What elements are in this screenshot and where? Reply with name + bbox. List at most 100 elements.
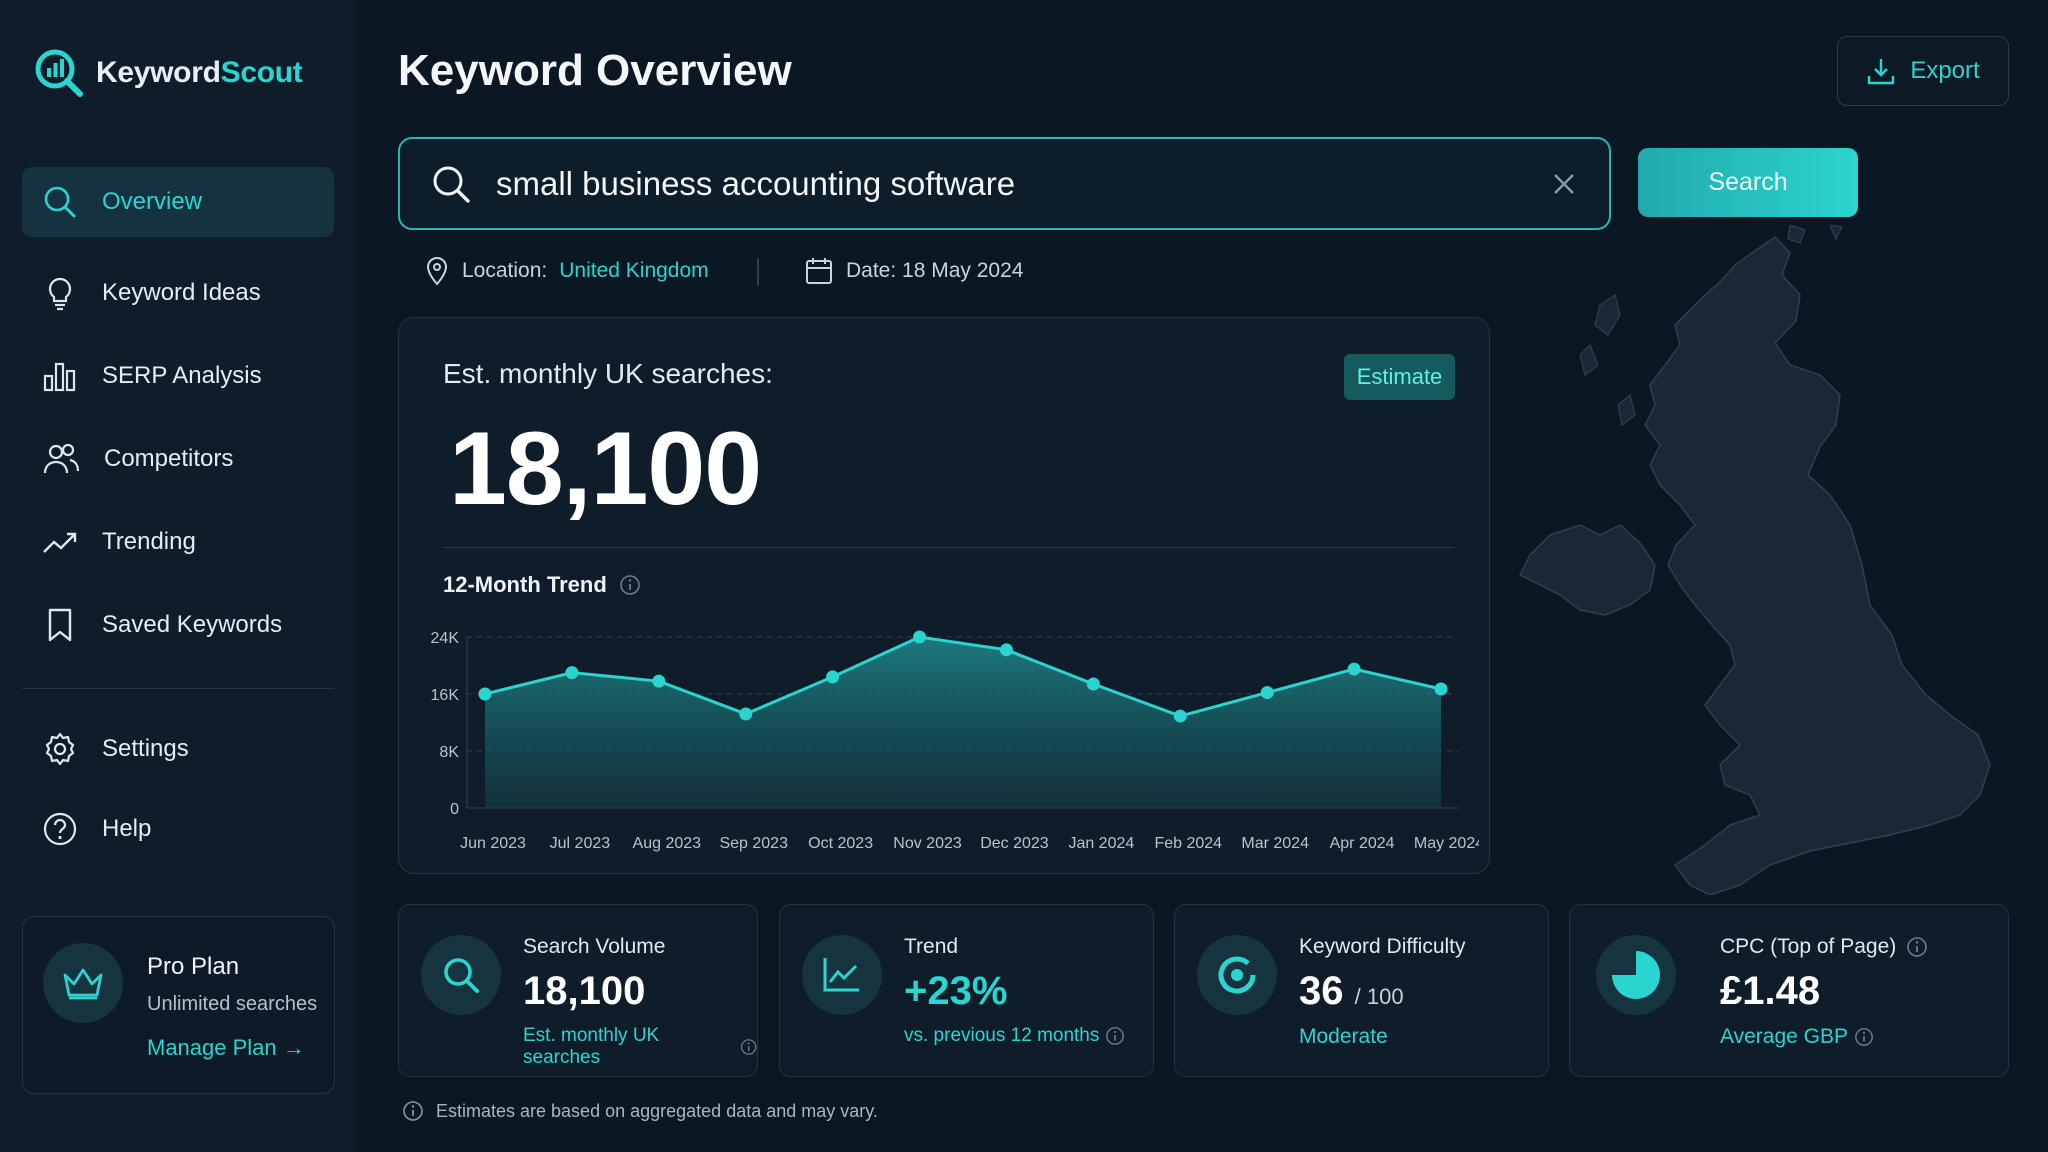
stat-label: Keyword Difficulty <box>1299 935 1466 958</box>
sidebar-item-settings[interactable]: Settings <box>22 714 334 784</box>
ireland-shape <box>1518 524 1656 616</box>
trend-chart: 0 8K 16K 24K Jun 2023 Jul 2023 Aug 2023 Sep 202… <box>431 630 1479 852</box>
trend-area <box>485 637 1441 808</box>
stat-sub: Moderate <box>1299 1025 1388 1048</box>
data-point[interactable] <box>1173 709 1187 723</box>
manage-plan-link[interactable]: Manage Plan → <box>147 1035 305 1060</box>
stat-value: +23% <box>904 969 1008 1013</box>
search-icon <box>44 186 76 218</box>
sidebar-item-label: Keyword Ideas <box>102 279 261 306</box>
bar-chart-icon <box>43 362 76 392</box>
crown-icon <box>63 968 103 1000</box>
sidebar-item-help[interactable]: Help <box>22 794 334 864</box>
sidebar: KeywordScout Overview Keyword Ideas SERP… <box>0 0 357 1152</box>
estimate-badge: Estimate <box>1344 354 1455 400</box>
trend-line <box>484 635 1442 718</box>
lightbulb-icon <box>48 277 72 311</box>
target-icon <box>1218 956 1256 994</box>
data-point[interactable] <box>913 630 927 644</box>
info-icon[interactable] <box>740 1038 757 1056</box>
export-button[interactable]: Export <box>1837 36 2009 106</box>
trend-title: 12-Month Trend <box>443 572 641 598</box>
stat-sub-text: Average GBP <box>1720 1025 1849 1048</box>
sidebar-item-serp-analysis[interactable]: SERP Analysis <box>22 341 334 411</box>
stat-card-keyword-difficulty: Keyword Difficulty 36 / 100 Moderate <box>1174 904 1549 1077</box>
stat-sub: vs. previous 12 months <box>904 1025 1125 1047</box>
app-logo[interactable]: KeywordScout <box>34 48 303 98</box>
y-tick-label: 24K <box>431 630 460 647</box>
search-button[interactable]: Search <box>1638 148 1858 217</box>
x-tick-label: Jul 2023 <box>550 835 611 852</box>
trend-up-icon <box>43 532 77 553</box>
stat-sub: Average GBP <box>1720 1025 1874 1049</box>
info-icon[interactable] <box>1105 1026 1125 1046</box>
sidebar-item-saved-keywords[interactable]: Saved Keywords <box>22 590 334 660</box>
info-icon[interactable] <box>619 574 641 596</box>
stat-icon-wrap <box>1596 935 1676 1015</box>
x-tick-label: Oct 2023 <box>808 835 873 852</box>
clear-search-button[interactable] <box>1549 169 1579 204</box>
sidebar-item-trending[interactable]: Trending <box>22 507 334 577</box>
sidebar-item-keyword-ideas[interactable]: Keyword Ideas <box>22 258 334 328</box>
x-tick-label: Apr 2024 <box>1330 835 1395 852</box>
data-point[interactable] <box>478 687 492 701</box>
data-point[interactable] <box>739 707 753 721</box>
difficulty-value: 36 <box>1299 969 1344 1013</box>
sidebar-item-competitors[interactable]: Competitors <box>22 424 334 494</box>
y-tick-label: 16K <box>431 687 460 704</box>
date-label: Date: 18 May 2024 <box>846 259 1024 282</box>
sidebar-item-label: Help <box>102 815 152 842</box>
stat-label-text: CPC (Top of Page) <box>1720 935 1897 958</box>
gear-icon <box>45 732 75 766</box>
x-tick-label: Jun 2023 <box>460 835 526 852</box>
calendar-icon <box>806 258 832 284</box>
y-tick-label: 0 <box>450 801 459 818</box>
footnote-text: Estimates are based on aggregated data a… <box>436 1100 878 1121</box>
data-point[interactable] <box>565 666 579 680</box>
card-divider <box>443 547 1455 548</box>
uk-map <box>1518 225 1991 895</box>
x-tick-label: Aug 2023 <box>633 835 702 852</box>
location-value: United Kingdom <box>559 259 709 282</box>
plan-icon-wrap <box>43 943 123 1023</box>
date-selector[interactable]: Date: 18 May 2024 <box>804 256 1023 286</box>
data-point[interactable] <box>826 670 840 684</box>
line-chart-icon <box>823 958 859 992</box>
data-point[interactable] <box>1260 686 1274 700</box>
info-icon[interactable] <box>1906 936 1928 958</box>
volume-value: 18,100 <box>449 411 762 527</box>
x-tick-label: Feb 2024 <box>1154 835 1222 852</box>
info-icon[interactable] <box>1854 1027 1874 1047</box>
stat-sub: Est. monthly UK searches <box>523 1025 757 1069</box>
sidebar-item-label: Overview <box>102 188 203 215</box>
close-icon <box>1554 174 1574 194</box>
data-point[interactable] <box>1347 662 1361 676</box>
meta-separator <box>757 258 759 286</box>
data-point[interactable] <box>1086 677 1100 691</box>
sidebar-item-label: Settings <box>102 735 189 762</box>
download-icon <box>1868 59 1895 85</box>
sidebar-item-label: Competitors <box>104 445 234 472</box>
x-tick-label: May 2024 <box>1414 835 1479 852</box>
location-selector[interactable]: Location: United Kingdom <box>424 256 709 286</box>
plan-subtitle: Unlimited searches <box>147 993 318 1015</box>
data-point[interactable] <box>999 643 1013 657</box>
stat-icon-wrap <box>802 935 882 1015</box>
location-label: Location: <box>462 259 548 282</box>
data-point[interactable] <box>1434 682 1448 696</box>
app-name: KeywordScout <box>96 56 303 89</box>
volume-label: Est. monthly UK searches: <box>443 358 773 389</box>
logo-icon <box>35 49 83 97</box>
x-tick-label: Dec 2023 <box>980 835 1049 852</box>
sidebar-divider <box>22 688 334 689</box>
help-icon <box>43 812 77 846</box>
stat-card-trend: Trend +23% vs. previous 12 months <box>779 904 1154 1077</box>
search-input[interactable] <box>496 164 1496 203</box>
stat-sub-text: vs. previous 12 months <box>904 1025 1100 1046</box>
x-tick-label: Nov 2023 <box>893 835 962 852</box>
stat-card-search-volume: Search Volume 18,100 Est. monthly UK sea… <box>398 904 758 1077</box>
sidebar-item-overview[interactable]: Overview <box>22 167 334 237</box>
location-pin-icon <box>426 256 448 286</box>
sidebar-item-label: Saved Keywords <box>102 611 283 638</box>
data-point[interactable] <box>652 674 666 688</box>
